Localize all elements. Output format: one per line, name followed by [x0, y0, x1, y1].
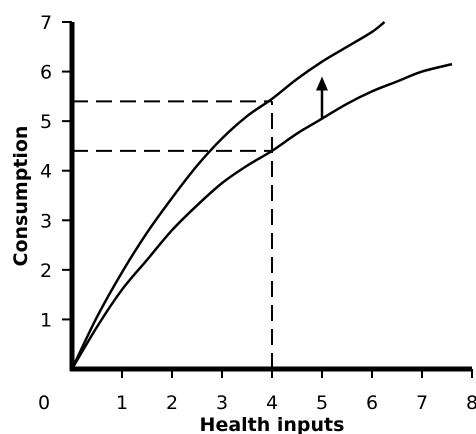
y-tick-label: 4	[40, 161, 52, 183]
y-axis-title: Consumption	[10, 126, 32, 267]
reference-lines	[72, 100, 273, 369]
ticks: 0 1 2 3 4 5 6 7 8 1 2 3 4 5 6 7	[38, 12, 476, 414]
x-tick-label: 1	[116, 392, 128, 414]
shift-arrow-head	[316, 76, 328, 91]
lower-curve	[70, 62, 453, 370]
x-tick-label: 5	[316, 392, 328, 414]
y-tick-label: 1	[40, 309, 52, 331]
upper-curve	[70, 21, 386, 370]
y-tick-label: 2	[40, 260, 52, 282]
annotations	[316, 76, 328, 119]
series-group	[70, 21, 453, 370]
y-tick-label: 5	[40, 111, 52, 133]
x-axis-title: Health inputs	[200, 414, 345, 434]
x-tick-label: 7	[416, 392, 428, 414]
y-tick-label: 7	[40, 12, 52, 34]
y-tick-label: 3	[40, 210, 52, 232]
x-tick-label: 6	[366, 392, 378, 414]
y-tick-label: 6	[40, 62, 52, 84]
x-tick-label: 3	[216, 392, 228, 414]
x-tick-label: 0	[38, 392, 50, 414]
x-tick-label: 4	[266, 392, 278, 414]
x-tick-label: 8	[466, 392, 476, 414]
x-tick-label: 2	[166, 392, 178, 414]
